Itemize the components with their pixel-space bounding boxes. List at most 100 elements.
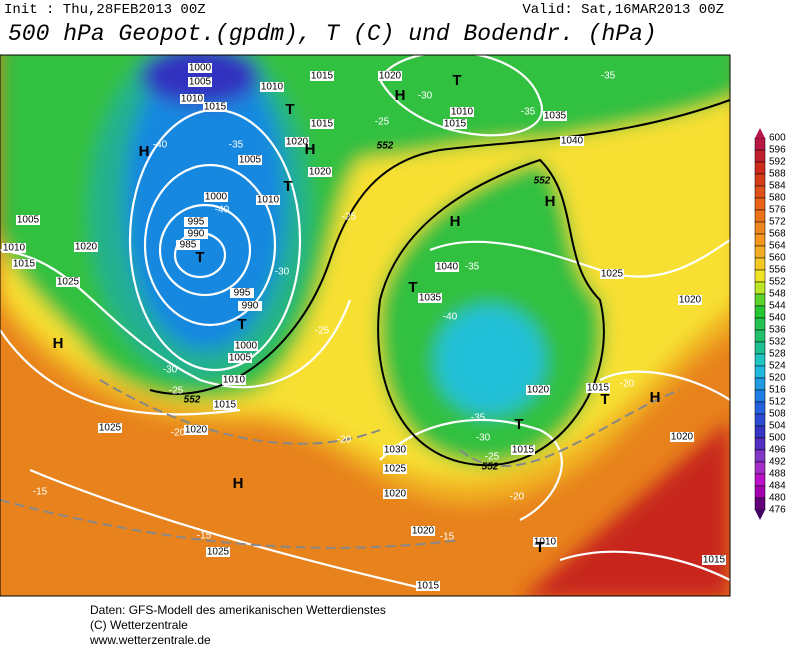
isobar-label: 1015 — [512, 445, 535, 456]
label-bg — [543, 111, 567, 121]
colorbar-label: 492 — [769, 457, 786, 468]
label-bg — [260, 82, 284, 92]
colorbar-segment — [754, 317, 766, 331]
colorbar-segment — [754, 425, 766, 439]
pressure-center: H — [545, 193, 556, 210]
label-bg — [443, 119, 467, 129]
temperature-label: -35 — [471, 413, 486, 424]
colorbar-segment — [754, 449, 766, 463]
temperature-label: -30 — [275, 267, 290, 278]
colorbar-label: 580 — [769, 193, 786, 204]
label-bg — [511, 445, 535, 455]
colorbar-segment — [754, 149, 766, 163]
isobar-label: 1020 — [527, 385, 550, 396]
colorbar-segment — [754, 341, 766, 355]
isobar-label: 1035 — [419, 293, 442, 304]
colorbar-segment — [754, 185, 766, 199]
isobar-label: 1010 — [451, 107, 474, 118]
contour-552 — [149, 99, 730, 395]
label-bg — [560, 136, 584, 146]
isobar-label: 1040 — [561, 136, 584, 147]
colorbar-segment — [754, 437, 766, 451]
temperature-label: -40 — [215, 205, 230, 216]
label-bg — [12, 259, 36, 269]
label-bg — [204, 192, 228, 202]
label-bg — [238, 301, 262, 311]
pressure-center: T — [283, 178, 292, 195]
temperature-label: -25 — [375, 117, 390, 128]
colorbar-segment — [754, 221, 766, 235]
isobar-label: 990 — [188, 229, 205, 240]
temperature-label: -20 — [510, 492, 525, 503]
colorbar-segment — [754, 197, 766, 211]
colorbar-label: 536 — [769, 325, 786, 336]
isobar-label: 1015 — [214, 400, 237, 411]
colorbar-label: 560 — [769, 253, 786, 264]
pressure-center: T — [452, 72, 461, 89]
contour-552 — [377, 158, 605, 467]
colorbar-label: 544 — [769, 301, 786, 312]
isobar-label: 1020 — [286, 137, 309, 148]
isobar-label: 1025 — [384, 464, 407, 475]
isobar-label: 1025 — [57, 277, 80, 288]
colorbar-segment — [754, 401, 766, 415]
isobar-label: 1020 — [309, 167, 332, 178]
temperature-label: -25 — [342, 212, 357, 223]
temperature-label: -20 — [171, 428, 186, 439]
isotherms — [0, 379, 681, 549]
colorbar-segment — [754, 329, 766, 343]
map-frame — [0, 54, 731, 597]
isobar-label: 1010 — [223, 375, 246, 386]
temperature-label: -30 — [476, 433, 491, 444]
colorbar-label: 524 — [769, 361, 786, 372]
isobar-label: 985 — [180, 240, 197, 251]
isobar-label: 1015 — [587, 383, 610, 394]
isobar-label: 1020 — [384, 489, 407, 500]
colorbar-label: 520 — [769, 373, 786, 384]
colorbar-label: 552 — [769, 277, 786, 288]
label-bg — [418, 293, 442, 303]
isobar-label: 1020 — [412, 526, 435, 537]
temperature-label: -15 — [33, 487, 48, 498]
temperature-label: -15 — [197, 531, 212, 542]
colorbar-label: 516 — [769, 385, 786, 396]
colorbar-label: 548 — [769, 289, 786, 300]
temperature-label: -30 — [163, 365, 178, 376]
label-bg — [188, 63, 212, 73]
label-bg — [378, 71, 402, 81]
geopotential-label: 552 — [377, 141, 394, 152]
isobar-label: 1005 — [229, 353, 252, 364]
label-bg — [600, 269, 624, 279]
colorbar-segment — [754, 305, 766, 319]
isobar-label: 1015 — [417, 581, 440, 592]
footer-line: Daten: GFS-Modell des amerikanischen Wet… — [90, 603, 386, 617]
label-bg — [450, 107, 474, 117]
colorbar-label: 484 — [769, 481, 786, 492]
pressure-center: H — [139, 143, 150, 160]
temperature-label: -30 — [418, 91, 433, 102]
label-bg — [184, 425, 208, 435]
isobar-label: 995 — [188, 217, 205, 228]
label-bg — [176, 240, 200, 250]
isobar-label: 1010 — [257, 195, 280, 206]
label-bg — [184, 217, 208, 227]
geopotential-label: 552 — [482, 462, 499, 473]
label-bg — [310, 71, 334, 81]
label-bg — [184, 229, 208, 239]
footer-line: www.wetterzentrale.de — [89, 633, 211, 647]
pressure-center: T — [600, 391, 609, 408]
colorbar-segment — [754, 269, 766, 283]
pressure-center: T — [237, 316, 246, 333]
colorbar-label: 528 — [769, 349, 786, 360]
label-bg — [206, 547, 230, 557]
isobar-label: 1015 — [311, 71, 334, 82]
label-bg — [670, 432, 694, 442]
label-bg — [310, 119, 334, 129]
temperature-label: -35 — [229, 140, 244, 151]
label-bg — [526, 385, 550, 395]
label-bg — [285, 137, 309, 147]
isobar-label: 1000 — [235, 341, 258, 352]
colorbar-label: 540 — [769, 313, 786, 324]
pressure-center: T — [285, 101, 294, 118]
